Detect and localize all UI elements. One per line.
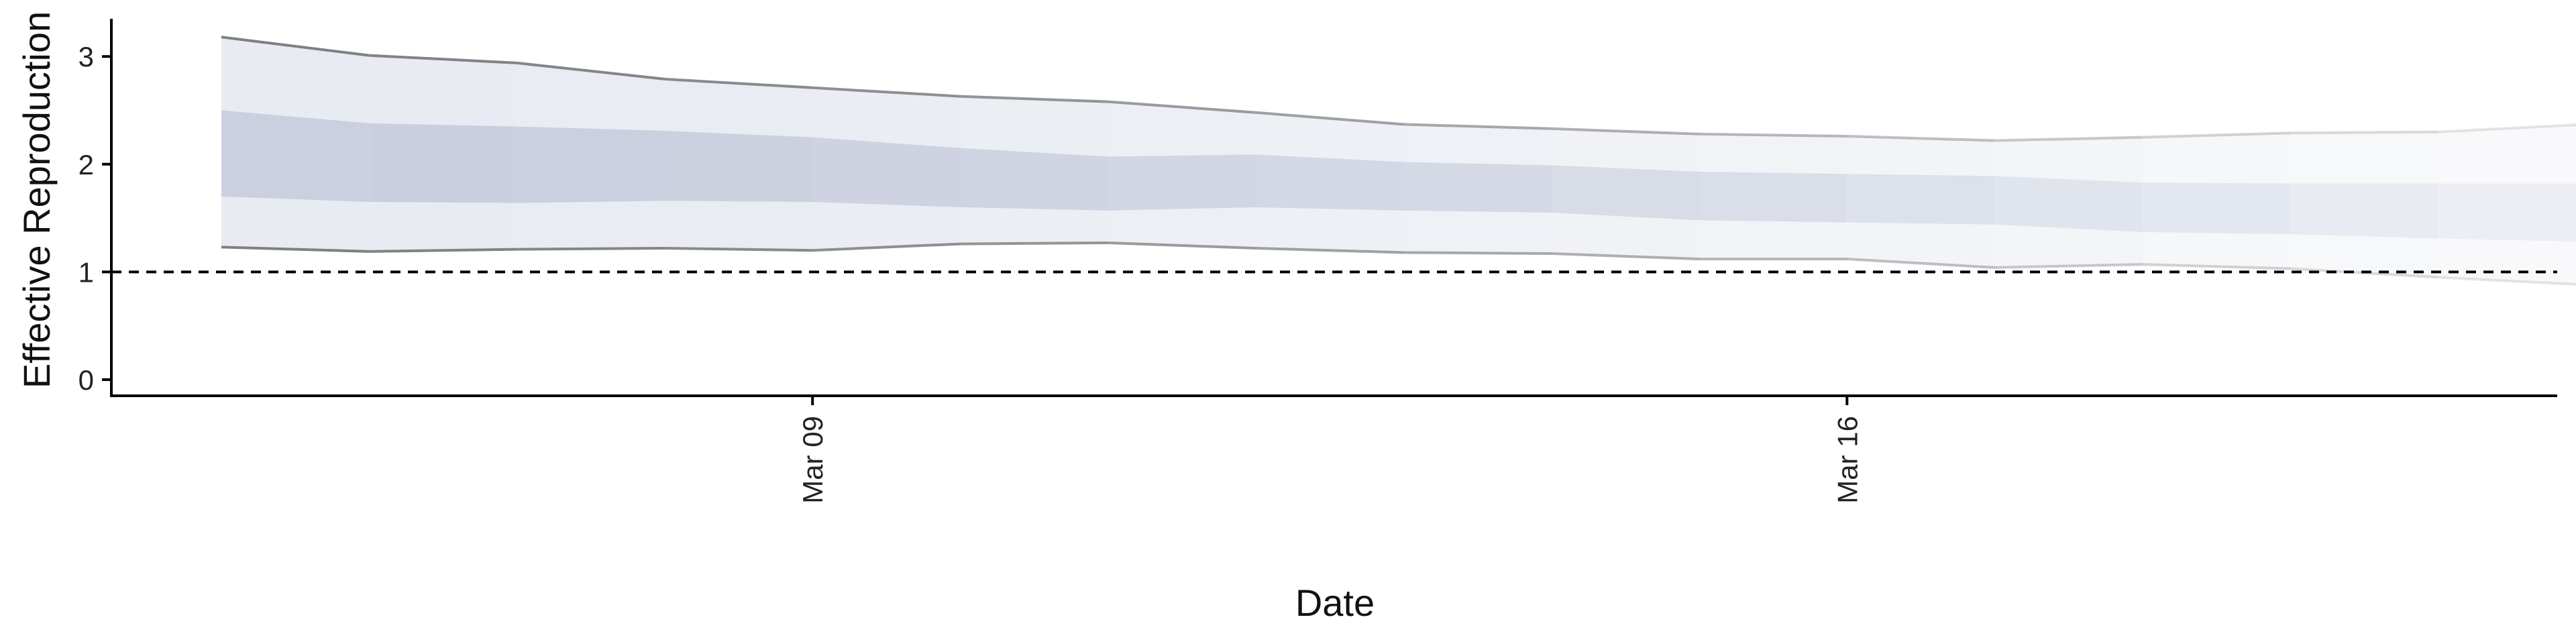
upper-bound-segment-11 — [1847, 135, 1995, 142]
lower-bound-segment-7 — [1256, 247, 1404, 254]
band-50-segment-3 — [664, 130, 813, 202]
band-90-segment-12 — [1994, 137, 2143, 268]
band-50-segment-5 — [960, 148, 1108, 211]
x-tick-label-1: Mar 16 — [1831, 416, 1863, 504]
lower-bound-segment-5 — [960, 241, 1108, 246]
lower-bound-segment-4 — [812, 242, 961, 252]
band-50-segment-8 — [1403, 162, 1552, 213]
upper-bound-segment-10 — [1699, 132, 1847, 138]
y-tick-label-3: 3 — [78, 41, 94, 72]
upper-bound-segment-4 — [812, 86, 961, 98]
lower-bound-segment-13 — [2142, 263, 2291, 270]
axes: 0 1 2 3 Mar 09 Mar 16 — [78, 19, 2557, 504]
upper-bound-segment-13 — [2142, 131, 2291, 139]
upper-bound-segment-5 — [960, 95, 1108, 103]
lower-bound-segment-12 — [1994, 263, 2143, 269]
band-90-segment-10 — [1699, 133, 1847, 260]
lower-bound-segment-11 — [1847, 258, 1995, 269]
band-50-segment-11 — [1847, 174, 1995, 225]
upper-bound-segment-3 — [664, 77, 813, 89]
band-90-segment-15 — [2438, 125, 2576, 284]
band-50-segment-0 — [221, 110, 370, 202]
x-tick-label-0: Mar 09 — [797, 416, 828, 504]
upper-bound-segment-1 — [369, 54, 517, 64]
x-axis-title: Date — [1295, 582, 1375, 624]
upper-bound-segment-8 — [1403, 123, 1552, 130]
upper-bound-segment-15 — [2438, 123, 2576, 133]
band-50-segment-12 — [1994, 176, 2143, 232]
band-50-segment-9 — [1551, 165, 1699, 221]
band-50-segment-6 — [1108, 154, 1256, 211]
upper-bound-segment-14 — [2290, 130, 2438, 135]
interval-bound-lines — [221, 36, 2576, 286]
lower-bound-segment-9 — [1551, 252, 1700, 261]
lower-bound-segment-6 — [1108, 241, 1256, 250]
credible-interval-bands — [221, 37, 2576, 284]
y-tick-label-2: 2 — [78, 149, 94, 180]
y-tick-label-0: 0 — [78, 364, 94, 396]
upper-bound-segment-9 — [1551, 127, 1700, 136]
band-50-segment-14 — [2290, 183, 2438, 239]
lower-bound-segment-3 — [664, 247, 813, 252]
band-50-segment-10 — [1699, 172, 1847, 223]
band-50-segment-7 — [1256, 154, 1404, 211]
y-axis-title: Effective Reproduction no — [15, 0, 58, 388]
band-90-segment-14 — [2290, 131, 2438, 278]
lower-bound-segment-1 — [369, 248, 517, 253]
band-50-segment-13 — [2142, 182, 2291, 235]
band-50-segment-2 — [517, 126, 665, 203]
band-50-segment-15 — [2438, 183, 2576, 242]
upper-bound-segment-0 — [221, 36, 370, 57]
lower-bound-segment-8 — [1403, 251, 1552, 256]
upper-bound-segment-12 — [1994, 136, 2143, 142]
band-90-segment-13 — [2142, 133, 2291, 269]
lower-bound-segment-2 — [517, 247, 665, 251]
y-tick-label-1: 1 — [78, 256, 94, 288]
upper-bound-segment-6 — [1108, 100, 1256, 114]
lower-bound-segment-0 — [221, 246, 370, 253]
band-90-segment-11 — [1847, 136, 1995, 268]
band-50-segment-4 — [812, 137, 961, 207]
upper-bound-segment-7 — [1255, 111, 1404, 126]
upper-bound-segment-2 — [517, 61, 665, 80]
band-50-segment-1 — [369, 123, 517, 203]
lower-bound-segment-15 — [2438, 276, 2576, 286]
